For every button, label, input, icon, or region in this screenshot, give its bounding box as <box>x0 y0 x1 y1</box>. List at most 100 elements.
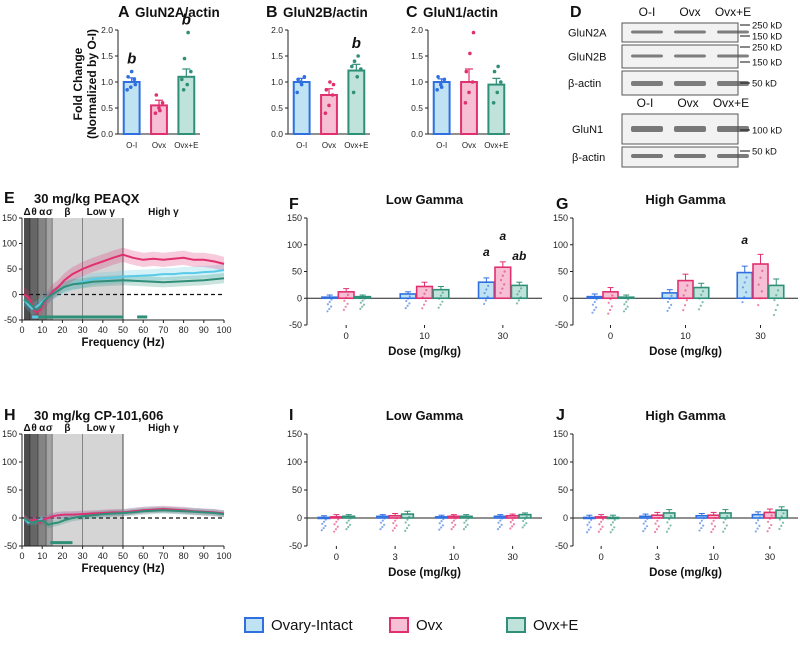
y-tick-label: 2.0 <box>101 25 113 35</box>
x-axis-label: Dose (mg/kg) <box>388 567 461 579</box>
band-label: High γ <box>148 207 179 218</box>
significance-letter: b <box>352 35 361 52</box>
data-point <box>500 517 504 520</box>
y-tick-label: 0.5 <box>271 103 283 113</box>
data-point <box>470 80 475 84</box>
data-point <box>712 519 715 522</box>
x-axis-label: Dose (mg/kg) <box>388 346 461 358</box>
panel-letter: H <box>4 407 16 424</box>
y-tick-label: 100 <box>2 239 17 249</box>
data-point <box>699 304 702 307</box>
data-point <box>450 521 454 524</box>
data-point <box>363 297 366 300</box>
data-point <box>322 526 325 530</box>
data-point <box>328 307 331 311</box>
panel-letter: G <box>556 196 568 213</box>
data-point <box>741 286 745 289</box>
data-point <box>722 521 725 524</box>
data-point <box>622 310 626 313</box>
band-label: β <box>64 207 70 218</box>
blot-column-label: O-I <box>639 5 656 19</box>
data-point <box>129 69 134 74</box>
data-point <box>686 284 689 287</box>
data-point <box>160 101 165 105</box>
data-point <box>408 302 411 305</box>
line-ovx <box>23 253 225 314</box>
x-axis-label: Frequency (Hz) <box>81 563 164 575</box>
blot-row-label: β-actin <box>568 78 601 90</box>
data-point <box>624 307 627 311</box>
data-point <box>463 521 466 524</box>
data-point <box>154 93 159 97</box>
data-point <box>759 276 762 279</box>
data-point <box>327 103 331 108</box>
data-point <box>404 529 407 532</box>
data-point <box>521 526 524 529</box>
frequency-band <box>82 434 123 546</box>
bar-ovxe-3 <box>662 512 676 519</box>
data-point <box>610 523 613 526</box>
marker-label: 150 kD <box>752 32 782 43</box>
x-tick-label: 20 <box>57 551 67 561</box>
frequency-band <box>46 218 53 320</box>
data-point <box>498 525 501 529</box>
panel-J: J High Gamma -50 0 50 100 150 0 3 10 30 Dose (mg/kg… <box>553 407 798 579</box>
data-point <box>492 69 497 74</box>
data-point <box>438 297 441 300</box>
blot-band <box>674 126 706 132</box>
y-tick-label: -50 <box>289 320 302 330</box>
significance-letter: a <box>741 233 748 247</box>
data-point <box>381 519 384 522</box>
x-tick-label: 30 <box>78 551 88 561</box>
data-point <box>519 287 523 290</box>
blot-band <box>717 126 749 132</box>
x-tick-label: 70 <box>158 551 168 561</box>
bar-ovxe-30 <box>518 513 532 519</box>
data-point <box>435 88 439 92</box>
data-point <box>351 90 356 95</box>
x-tick-label: O-I <box>436 141 447 150</box>
data-point <box>591 303 595 306</box>
data-point <box>404 521 407 524</box>
data-point <box>441 524 444 527</box>
bar-Ovx <box>460 81 478 135</box>
data-point <box>669 514 673 518</box>
y-axis-label-line2: (Normalized by O-I) <box>85 29 99 139</box>
bar-ovx-0 <box>329 516 344 519</box>
data-point <box>667 527 670 530</box>
band-label: β <box>64 423 70 434</box>
data-point <box>302 75 307 79</box>
data-point <box>702 524 705 527</box>
data-point <box>337 518 340 521</box>
data-point <box>486 295 489 298</box>
data-point <box>462 527 466 531</box>
data-point <box>326 310 329 313</box>
data-point <box>343 299 346 302</box>
data-point <box>726 514 729 518</box>
data-point <box>441 300 444 303</box>
data-point <box>438 528 441 531</box>
data-point <box>626 298 630 301</box>
data-point <box>665 530 669 533</box>
blot-band <box>631 154 663 158</box>
data-point <box>513 516 516 519</box>
data-point <box>495 90 500 95</box>
data-point <box>523 524 526 527</box>
x-tick-label: 0 <box>334 552 339 563</box>
data-point <box>601 518 605 521</box>
y-tick-label: 0.0 <box>271 129 283 139</box>
bar-ovxe-10 <box>459 515 473 519</box>
data-point <box>516 293 519 296</box>
data-point <box>383 517 386 520</box>
data-point <box>642 522 645 525</box>
y-tick-label: 100 <box>2 457 17 467</box>
data-point <box>320 529 323 532</box>
y-tick-label: 150 <box>287 429 302 439</box>
data-point <box>356 54 360 58</box>
data-point <box>439 85 444 89</box>
significance-letter: b <box>182 11 191 28</box>
data-point <box>326 303 330 306</box>
data-point <box>724 518 727 521</box>
x-tick-label: 30 <box>507 552 518 563</box>
data-point <box>609 531 612 534</box>
